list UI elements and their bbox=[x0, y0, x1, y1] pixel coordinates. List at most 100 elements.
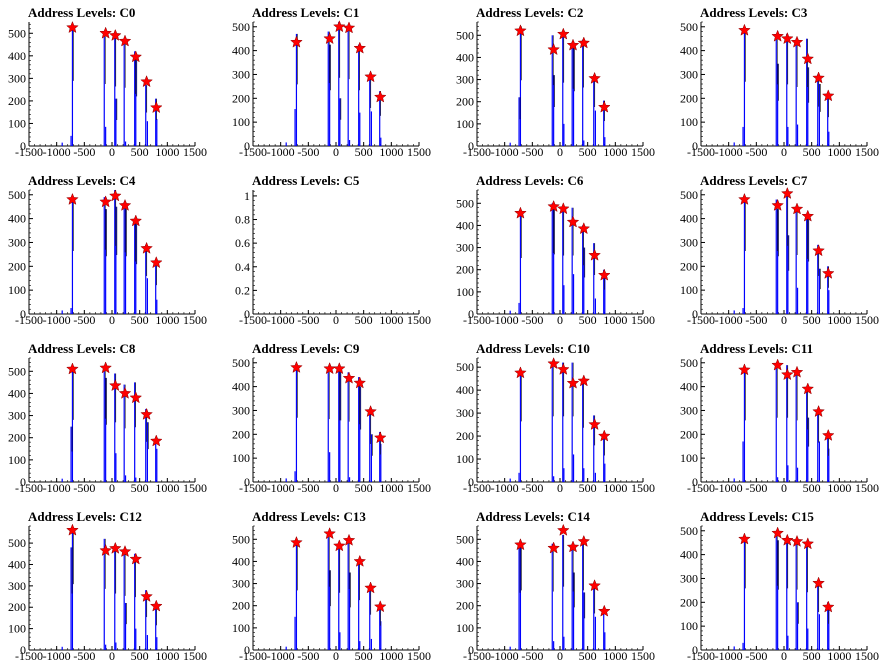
x-tick-label: -1000 bbox=[491, 481, 519, 495]
plot-area: -1500 -1000 -500 0 500 1000 1500 0 100 200 300 400 5… bbox=[8, 188, 207, 327]
y-tick-label: 0 bbox=[468, 139, 474, 153]
peak-marker bbox=[353, 554, 367, 567]
y-tick-label: 200 bbox=[8, 94, 26, 108]
peak-marker bbox=[738, 532, 751, 545]
y-tick-label: 0.2 bbox=[235, 283, 250, 297]
x-tick-label: 0 bbox=[333, 145, 339, 159]
x-tick-label: 1500 bbox=[407, 145, 431, 159]
plot-area: -1500 -1000 -500 0 500 1000 1500 0 100 200 300 400 5… bbox=[8, 20, 207, 159]
x-tick-label: -1000 bbox=[43, 313, 71, 327]
x-tick-label: 1000 bbox=[379, 649, 403, 663]
y-tick-label: 100 bbox=[456, 621, 474, 635]
x-tick-label: -500 bbox=[745, 481, 767, 495]
x-tick-label: 500 bbox=[355, 145, 373, 159]
y-tick-label: 0 bbox=[692, 475, 698, 489]
peak-marker bbox=[801, 209, 815, 222]
y-tick-label: 0 bbox=[468, 475, 474, 489]
y-tick-label: 0.6 bbox=[235, 236, 250, 250]
peak-marker bbox=[790, 365, 804, 378]
y-tick-label: 200 bbox=[232, 91, 250, 105]
chart-title: Address Levels: C13 bbox=[252, 509, 366, 524]
y-tick-label: 400 bbox=[680, 212, 698, 226]
x-tick-label: -1000 bbox=[267, 649, 295, 663]
peak-marker bbox=[780, 32, 794, 45]
x-tick-label: 0 bbox=[333, 649, 339, 663]
x-tick-label: -1000 bbox=[491, 313, 519, 327]
x-tick-label: 500 bbox=[355, 313, 373, 327]
peak-marker bbox=[588, 248, 601, 261]
chart-panel: -1500 -1000 -500 0 500 1000 1500 0 100 200 300 400 5… bbox=[224, 0, 448, 168]
x-tick-label: 500 bbox=[803, 481, 821, 495]
peak-marker bbox=[812, 71, 825, 84]
y-tick-label: 300 bbox=[680, 67, 698, 81]
x-tick-label: 500 bbox=[131, 649, 149, 663]
x-tick-label: 1000 bbox=[155, 481, 179, 495]
y-tick-label: 300 bbox=[8, 235, 26, 249]
x-tick-label: 0 bbox=[333, 313, 339, 327]
chart-panel: -1500 -1000 -500 0 500 1000 1500 0 0.2 0.4 0.6 0.8 1… bbox=[224, 168, 448, 336]
y-tick-label: 100 bbox=[456, 285, 474, 299]
chart-panel: -1500 -1000 -500 0 500 1000 1500 0 100 200 300 400 5… bbox=[0, 504, 224, 672]
x-tick-label: -1500 bbox=[463, 481, 491, 495]
x-tick-label: -500 bbox=[297, 481, 319, 495]
x-tick-label: 1500 bbox=[407, 481, 431, 495]
x-tick-label: 1000 bbox=[827, 481, 851, 495]
peak-marker bbox=[547, 541, 560, 554]
x-tick-label: -500 bbox=[297, 313, 319, 327]
x-tick-label: -500 bbox=[521, 313, 543, 327]
x-tick-label: 0 bbox=[557, 649, 563, 663]
x-tick-label: -1500 bbox=[239, 649, 267, 663]
x-tick-label: 0 bbox=[109, 313, 115, 327]
y-tick-label: 100 bbox=[456, 452, 474, 466]
chart-panel: -1500 -1000 -500 0 500 1000 1500 0 100 200 300 400 5… bbox=[224, 336, 448, 504]
x-tick-label: 1500 bbox=[183, 145, 207, 159]
peak-marker bbox=[588, 71, 601, 84]
y-tick-label: 300 bbox=[232, 577, 250, 591]
y-tick-label: 0.4 bbox=[235, 260, 250, 274]
chart-panel: -1500 -1000 -500 0 500 1000 1500 0 100 200 300 400 5… bbox=[0, 336, 224, 504]
y-tick-label: 200 bbox=[456, 263, 474, 277]
plot-area: -1500 -1000 -500 0 500 1000 1500 0 100 200 300 400 5… bbox=[232, 356, 431, 495]
x-tick-label: 1000 bbox=[155, 313, 179, 327]
chart-title: Address Levels: C7 bbox=[700, 173, 808, 188]
peak-marker bbox=[323, 32, 336, 45]
x-tick-label: 1000 bbox=[155, 145, 179, 159]
y-tick-label: 400 bbox=[8, 49, 26, 63]
peak-marker bbox=[364, 70, 377, 83]
y-tick-label: 200 bbox=[8, 431, 26, 445]
peak-marker bbox=[118, 544, 132, 558]
y-tick-label: 300 bbox=[680, 403, 698, 417]
y-tick-label: 500 bbox=[680, 188, 698, 202]
chart-title: Address Levels: C3 bbox=[700, 5, 808, 20]
x-tick-label: 1000 bbox=[827, 145, 851, 159]
y-tick-label: 200 bbox=[232, 599, 250, 613]
peak-marker bbox=[118, 198, 132, 211]
y-tick-label: 200 bbox=[8, 600, 26, 614]
x-tick-label: 1500 bbox=[183, 313, 207, 327]
peak-marker bbox=[812, 576, 825, 589]
chart-panel: -1500 -1000 -500 0 500 1000 1500 0 100 200 300 400 5… bbox=[0, 168, 224, 336]
y-tick-label: 300 bbox=[680, 235, 698, 249]
y-tick-label: 300 bbox=[456, 406, 474, 420]
x-tick-label: -500 bbox=[745, 145, 767, 159]
plot-area: -1500 -1000 -500 0 500 1000 1500 0 100 200 300 400 5… bbox=[680, 20, 879, 159]
peak-marker bbox=[66, 192, 79, 205]
y-tick-label: 500 bbox=[680, 356, 698, 370]
x-tick-label: 0 bbox=[781, 145, 787, 159]
y-tick-label: 200 bbox=[456, 429, 474, 443]
x-tick-label: -500 bbox=[73, 481, 95, 495]
x-tick-label: -1500 bbox=[687, 481, 715, 495]
y-tick-label: 100 bbox=[8, 283, 26, 297]
chart-panel: -1500 -1000 -500 0 500 1000 1500 0 100 200 300 400 5… bbox=[672, 336, 896, 504]
y-tick-label: 400 bbox=[680, 548, 698, 562]
peak-marker bbox=[118, 34, 132, 47]
chart-panel: -1500 -1000 -500 0 500 1000 1500 0 100 200 300 400 5… bbox=[672, 504, 896, 672]
peak-marker bbox=[556, 523, 570, 536]
chart-title: Address Levels: C6 bbox=[476, 173, 584, 188]
y-tick-label: 200 bbox=[456, 95, 474, 109]
y-tick-label: 500 bbox=[456, 532, 474, 546]
plot-area: -1500 -1000 -500 0 500 1000 1500 0 100 200 300 400 5… bbox=[456, 523, 655, 663]
y-tick-label: 300 bbox=[8, 409, 26, 423]
x-tick-label: 0 bbox=[557, 481, 563, 495]
x-tick-label: -1500 bbox=[463, 649, 491, 663]
